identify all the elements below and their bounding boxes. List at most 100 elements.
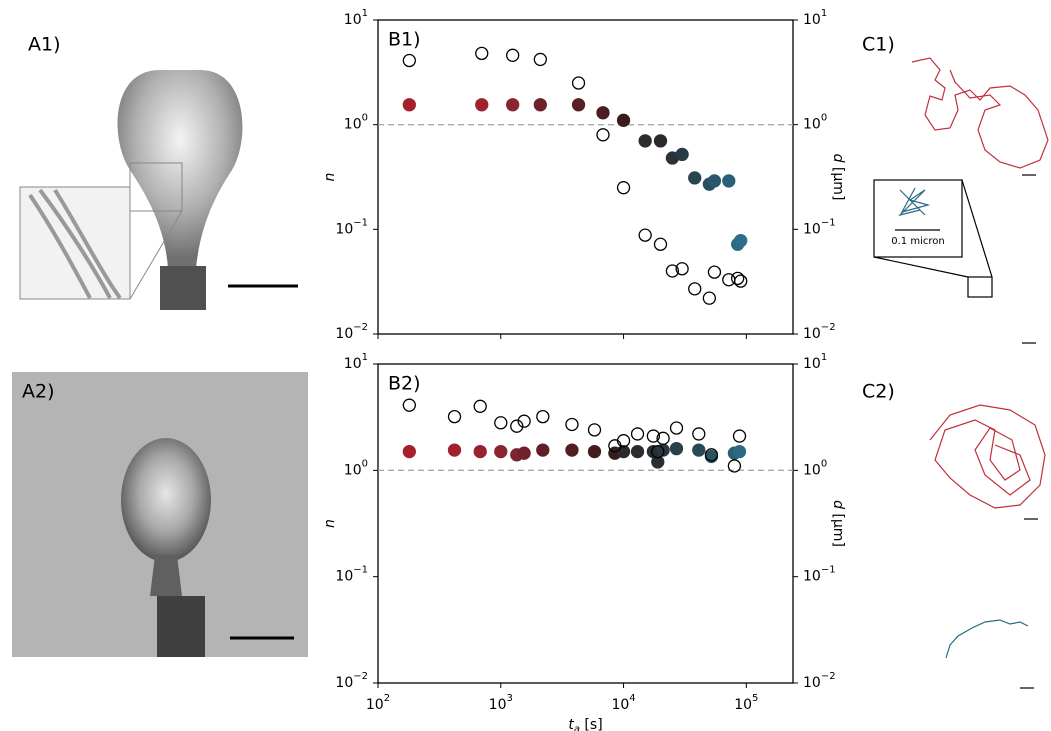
y2-tick-label-exp: 0 — [821, 113, 827, 124]
y2-tick-label-base: 10 — [803, 221, 821, 237]
y2-tick-label: 100 — [803, 458, 827, 478]
open-point — [630, 427, 645, 441]
y-tick-label-exp: −2 — [353, 322, 368, 333]
y-tick-label-base: 10 — [344, 117, 362, 133]
open-point — [727, 459, 742, 473]
y-tick-label-base: 10 — [335, 221, 353, 237]
open-point — [475, 46, 489, 61]
panel-label: A2) — [22, 381, 55, 403]
filled-point — [447, 443, 462, 457]
open-point — [651, 444, 665, 459]
y-tick-label-exp: −1 — [353, 565, 368, 576]
y-tick-label-exp: 0 — [362, 458, 368, 469]
filled-point — [533, 98, 547, 112]
filled-point — [402, 444, 416, 459]
y-tick-label: 10−2 — [335, 322, 368, 342]
filled-point — [506, 98, 520, 112]
open-point — [402, 398, 416, 412]
open-point — [669, 421, 684, 435]
x-tick-label-base: 10 — [734, 697, 752, 713]
y2-tick-label-exp: −2 — [821, 322, 836, 333]
open-point — [688, 282, 702, 296]
y2-tick-label-exp: 1 — [821, 352, 827, 363]
x-axis-label-unit: [s] — [580, 717, 603, 731]
open-point — [616, 434, 631, 448]
filled-point — [638, 134, 652, 148]
y-tick-label-exp: 1 — [362, 8, 368, 19]
filled-point — [692, 443, 706, 457]
plot-frame — [377, 363, 794, 684]
x-tick-label-base: 10 — [611, 697, 629, 713]
open-point — [506, 48, 520, 62]
y2-tick-label: 10−1 — [803, 565, 836, 585]
open-point — [638, 228, 652, 242]
y-axis-label: n — [322, 173, 338, 182]
filled-point — [675, 147, 689, 162]
y2-tick-label-base: 10 — [803, 117, 821, 133]
inset-scale-label: 0.1 micron — [891, 236, 944, 247]
open-point — [510, 419, 524, 433]
y2-tick-label-exp: −1 — [821, 217, 836, 228]
y2-tick-label-exp: 0 — [821, 458, 827, 469]
open-point — [731, 271, 745, 286]
filled-point — [536, 443, 550, 457]
x-axis-label-sub: a — [574, 724, 580, 731]
filled-point — [402, 98, 416, 112]
x-tick-label: 103 — [489, 693, 513, 713]
open-point — [702, 291, 717, 305]
open-point — [653, 237, 668, 251]
y-tick-label-base: 10 — [335, 326, 353, 342]
open-point — [675, 262, 689, 276]
y2-tick-label: 10−2 — [803, 322, 836, 342]
open-point — [656, 431, 670, 445]
x-tick-label-base: 10 — [489, 697, 507, 713]
filled-point — [707, 174, 722, 188]
trajectories: C1) 0.1 micron C2) — [862, 34, 1049, 689]
open-point — [565, 417, 579, 432]
panel-label: B2) — [388, 373, 421, 395]
panel-label: C1) — [862, 34, 895, 56]
y-tick-label: 10−2 — [335, 671, 368, 691]
y2-tick-label-exp: −1 — [821, 565, 836, 576]
x-axis-label: ta [s] — [568, 717, 602, 731]
y-tick-label-base: 10 — [344, 356, 362, 372]
panel-label: C2) — [862, 381, 895, 403]
y-tick-label-exp: −1 — [353, 217, 368, 228]
y2-axis-label-unit: [μm] — [830, 509, 846, 547]
open-point — [734, 274, 748, 288]
x-tick-label-exp: 2 — [384, 693, 390, 704]
x-tick-label-exp: 4 — [629, 693, 635, 704]
y2-axis-label-symbol: d — [830, 154, 846, 163]
y2-tick-label-base: 10 — [803, 569, 821, 585]
x-tick-label-base: 10 — [366, 697, 384, 713]
x-tick-label: 104 — [611, 693, 635, 713]
filled-point — [616, 113, 631, 127]
x-axis-label-symbol: t — [568, 717, 574, 731]
open-point — [536, 409, 550, 424]
image-a2: A2) — [12, 372, 308, 657]
open-point — [494, 416, 508, 430]
open-point — [473, 399, 487, 413]
y2-tick-label-base: 10 — [803, 675, 821, 691]
filled-point — [596, 106, 610, 120]
y2-tick-label: 10−2 — [803, 671, 836, 691]
filled-point — [732, 444, 747, 459]
y2-tick-label-base: 10 — [803, 462, 821, 478]
y-tick-label-exp: 0 — [362, 113, 368, 124]
filled-point — [651, 455, 665, 469]
open-point — [402, 53, 416, 68]
y2-tick-label-base: 10 — [803, 356, 821, 372]
x-tick-label-exp: 3 — [506, 693, 512, 704]
y-tick-label: 100 — [344, 113, 368, 133]
filled-point — [734, 233, 748, 248]
y2-tick-label-base: 10 — [803, 12, 821, 28]
y2-tick-label: 101 — [803, 352, 827, 372]
open-point — [517, 414, 531, 428]
filled-point — [475, 98, 489, 112]
y-tick-label-base: 10 — [335, 569, 353, 585]
y-tick-label: 10−1 — [335, 565, 368, 585]
y2-tick-label: 10−1 — [803, 217, 836, 237]
filled-point — [565, 443, 579, 457]
filled-point — [473, 444, 487, 459]
